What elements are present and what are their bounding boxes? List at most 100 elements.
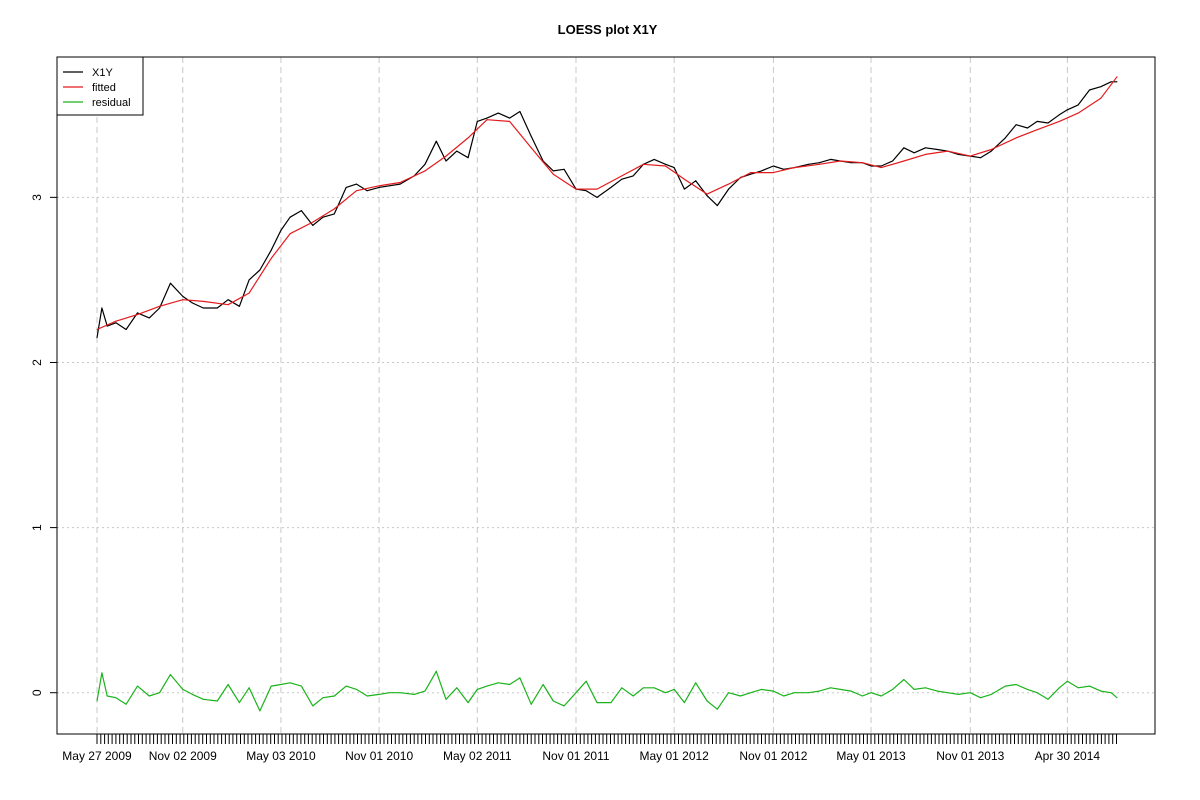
plot-frame — [56, 56, 1156, 735]
data-point — [913, 688, 915, 690]
legend-box — [56, 56, 144, 116]
data-point — [716, 205, 718, 207]
x-tick-label: Apr 30 2014 — [1035, 749, 1101, 763]
data-point — [793, 167, 795, 169]
data-point — [772, 172, 774, 174]
data-point — [115, 697, 117, 699]
data-point — [159, 305, 161, 307]
data-point — [1058, 120, 1060, 122]
data-point — [356, 190, 357, 192]
series-line-fitted — [96, 76, 1118, 331]
data-point — [596, 188, 598, 190]
data-point — [289, 216, 291, 218]
data-point — [497, 682, 499, 684]
data-point — [925, 153, 926, 155]
data-point — [1058, 687, 1060, 689]
y-tick-label: 2 — [30, 359, 44, 366]
data-point — [552, 173, 554, 175]
data-point — [839, 160, 841, 162]
data-point — [552, 700, 554, 702]
data-point — [642, 687, 644, 689]
data-point — [793, 692, 795, 694]
data-point — [808, 163, 809, 165]
data-point — [333, 695, 335, 697]
data-point — [378, 693, 380, 695]
data-point — [575, 692, 577, 694]
data-point — [289, 682, 291, 684]
data-point — [1047, 698, 1049, 700]
data-point — [772, 690, 774, 692]
data-point — [728, 188, 730, 190]
data-point — [399, 183, 401, 185]
data-point — [182, 295, 184, 297]
data-point — [300, 210, 302, 212]
data-point — [216, 307, 218, 309]
data-point — [1100, 86, 1102, 88]
data-point — [445, 698, 447, 700]
data-point — [1089, 685, 1090, 687]
data-point — [96, 329, 98, 330]
data-point — [653, 158, 655, 160]
data-point — [101, 672, 103, 674]
data-point — [509, 117, 511, 119]
data-point — [159, 692, 161, 694]
data-point — [476, 688, 478, 690]
data-point — [980, 697, 981, 699]
data-point — [880, 165, 882, 167]
data-point — [182, 688, 184, 690]
data-point — [280, 684, 282, 685]
data-point — [665, 692, 666, 694]
data-point — [192, 693, 193, 695]
data-point — [596, 702, 598, 704]
data-point — [509, 684, 511, 685]
data-point — [1047, 122, 1049, 124]
series-line-residual — [96, 670, 1118, 712]
data-point — [366, 695, 368, 697]
data-point — [227, 299, 229, 301]
legend: X1Y fitted residual — [56, 56, 144, 116]
data-point — [903, 147, 905, 149]
data-point — [1027, 688, 1028, 690]
data-point — [378, 185, 380, 187]
x-tick-label: May 03 2010 — [246, 749, 316, 763]
data-point — [1077, 112, 1079, 114]
data-point — [1116, 81, 1118, 83]
data-point — [990, 150, 992, 152]
y-tick-label: 1 — [30, 524, 44, 531]
data-point — [761, 170, 762, 172]
x-tick-label: May 27 2009 — [62, 749, 132, 763]
data-point — [399, 182, 401, 183]
data-point — [413, 693, 415, 695]
data-point — [575, 188, 577, 190]
data-point — [486, 685, 488, 687]
data-point — [530, 703, 532, 705]
data-point — [880, 695, 882, 697]
data-point — [399, 692, 401, 694]
data-point — [289, 233, 291, 235]
data-point — [913, 152, 915, 154]
data-point — [259, 710, 261, 712]
data-point — [839, 688, 841, 690]
data-point — [621, 687, 623, 689]
data-point — [300, 685, 302, 687]
data-point — [632, 695, 634, 697]
data-point — [125, 329, 127, 330]
data-point — [1015, 124, 1017, 126]
data-point — [665, 163, 666, 165]
data-point — [456, 687, 458, 689]
data-point — [695, 682, 697, 684]
data-point — [861, 695, 863, 697]
data-point — [435, 140, 437, 142]
data-point — [270, 257, 272, 259]
data-point — [642, 163, 644, 165]
data-point — [870, 165, 872, 167]
data-point — [706, 195, 708, 197]
data-point — [227, 304, 229, 306]
data-point — [530, 135, 532, 137]
data-point — [695, 180, 697, 182]
data-point — [683, 178, 685, 180]
x-tick-label: May 01 2013 — [836, 749, 906, 763]
data-point — [227, 684, 229, 685]
data-point — [903, 679, 905, 680]
